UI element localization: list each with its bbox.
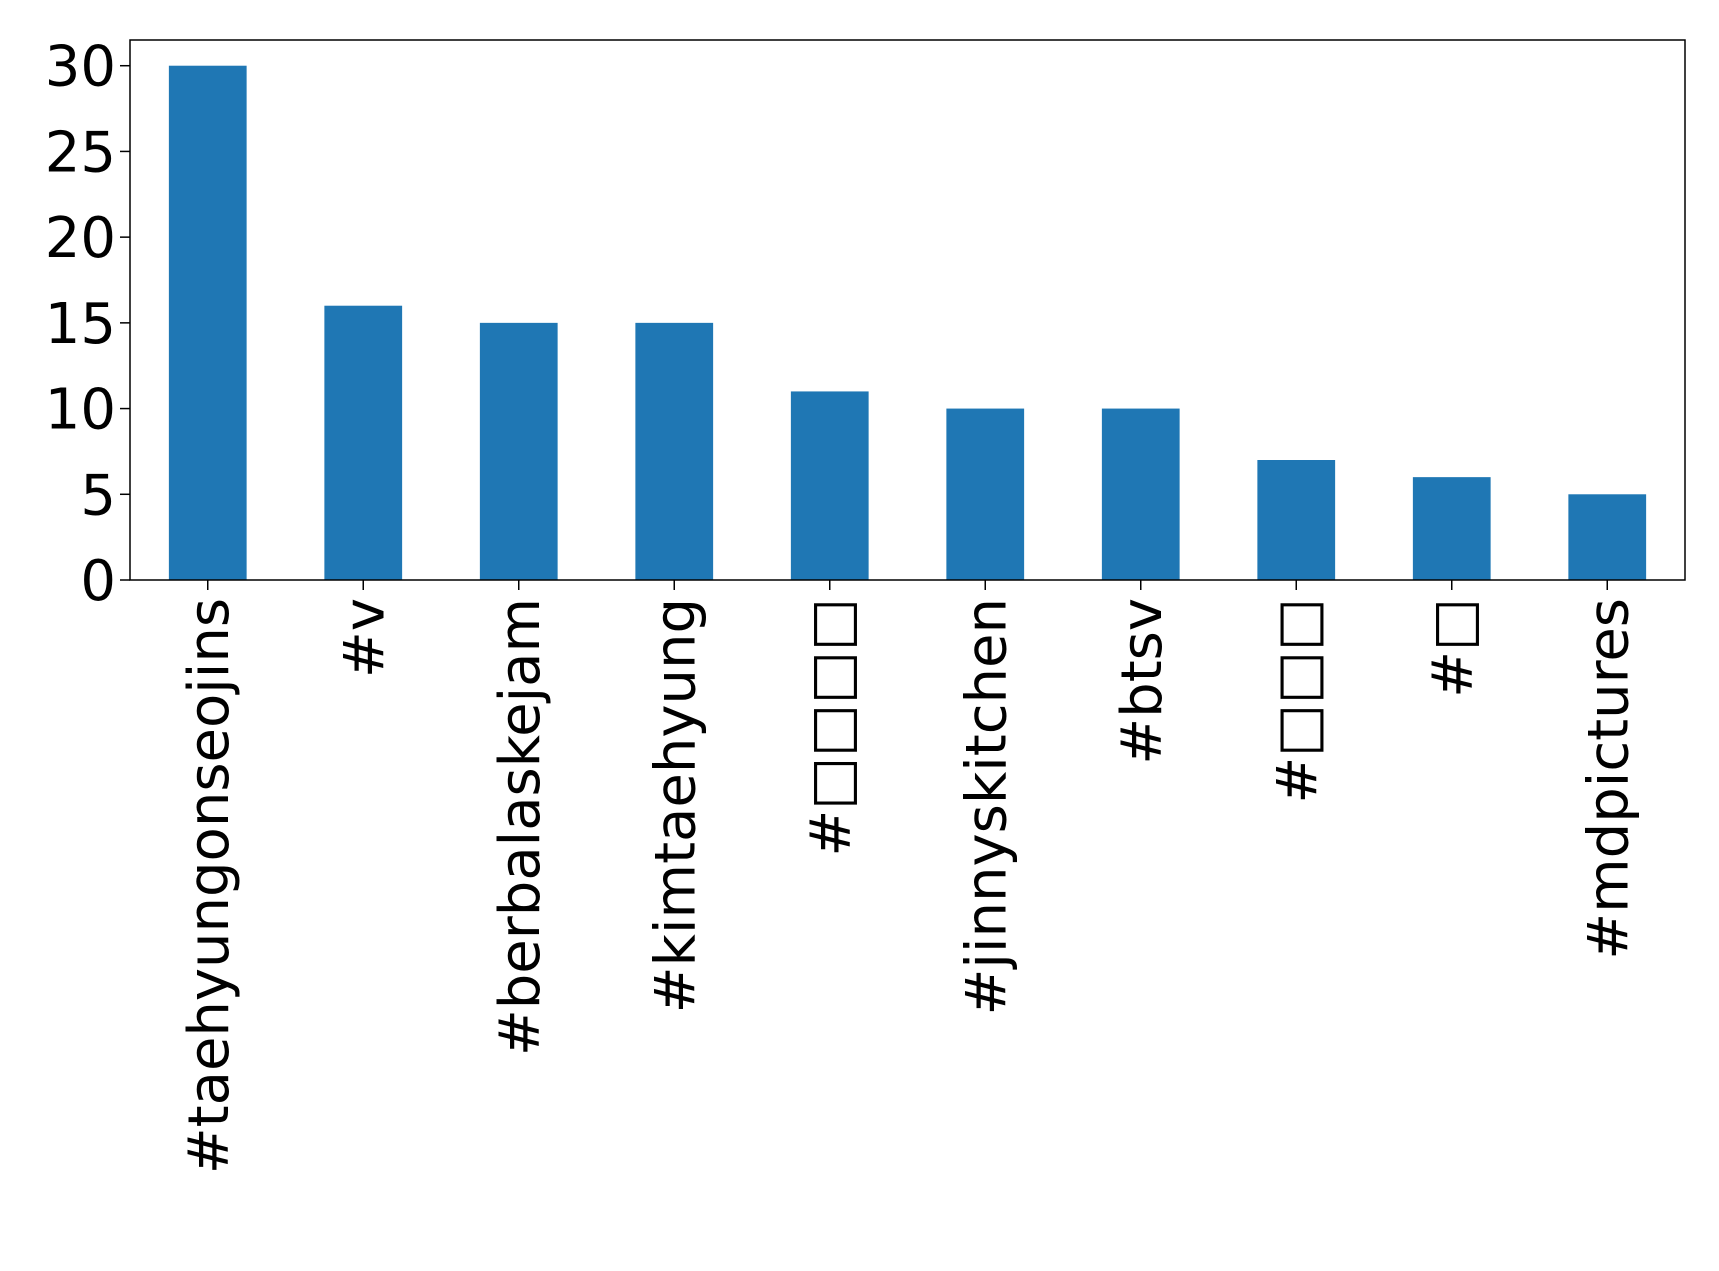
x-axis: #taehyungonseojins #v #berbalaskejam #kimta…	[177, 580, 1641, 1174]
x-tick-label: #mdpictures	[1576, 598, 1641, 960]
bars-group	[168, 65, 1647, 580]
bar-5	[946, 408, 1025, 580]
bar-7	[1257, 460, 1336, 580]
x-tick-label: #v	[332, 598, 397, 678]
x-tick-label: #kimtaehyung	[643, 598, 708, 1013]
x-tick-label: #taehyungonseojins	[177, 598, 242, 1174]
y-tick-label: 15	[45, 292, 116, 357]
x-tick-label: #berbalaskejam	[488, 598, 553, 1056]
plot-frame	[129, 39, 1686, 581]
bar-2	[479, 322, 558, 580]
x-tick-label: #□□□	[1265, 598, 1330, 804]
x-tick-label: #jinnyskitchen	[954, 598, 1019, 1016]
y-tick-label: 25	[45, 120, 116, 185]
x-tick-label: #□□□□	[799, 598, 864, 857]
x-tick-label: #btsv	[1110, 598, 1175, 765]
bar-8	[1412, 477, 1491, 580]
bar-0	[168, 65, 247, 580]
bar-1	[324, 305, 403, 580]
y-tick-label: 5	[80, 463, 116, 528]
bar-3	[635, 322, 714, 580]
y-tick-label: 20	[45, 206, 116, 271]
y-axis: 0 5 10 15 20 25 30	[45, 35, 130, 614]
y-tick-label: 10	[45, 378, 116, 443]
bar-6	[1101, 408, 1180, 580]
x-tick-label: #□	[1421, 598, 1486, 698]
bar-9	[1568, 494, 1647, 580]
bar-4	[790, 391, 869, 580]
y-tick-label: 0	[80, 549, 116, 614]
y-tick-label: 30	[45, 35, 116, 100]
